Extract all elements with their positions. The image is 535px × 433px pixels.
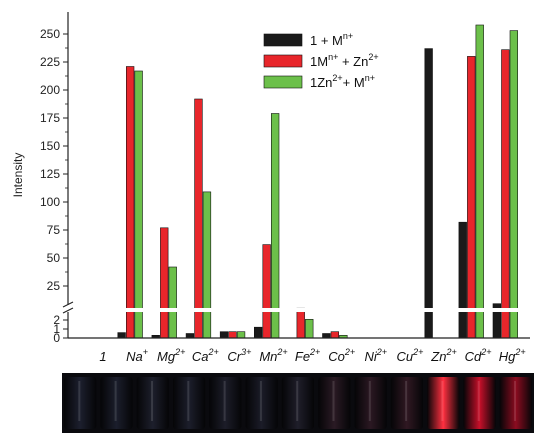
vial-Co (318, 377, 351, 429)
y-tick-label: 125 (40, 167, 60, 181)
bar-1M-Na (126, 66, 135, 339)
x-tick-label: Mn2+ (259, 347, 287, 364)
bar-1M-Na (117, 332, 126, 339)
bar-1M-Cr (219, 331, 229, 339)
y-tick-label: 100 (40, 195, 60, 209)
bar-1M-Cd (467, 56, 476, 339)
bar-1M-Ca (185, 333, 195, 339)
bar-1M-Cr (228, 331, 237, 339)
vial-Cr (209, 377, 242, 429)
legend-label: 1Zn2++ Mn+ (310, 73, 375, 90)
y-tick-label: 1 (53, 322, 60, 336)
vial-photo-strip (62, 373, 534, 433)
y-tick-label: 150 (40, 139, 60, 153)
vial-highlight (332, 381, 335, 421)
legend: 1 + Mn+ 1Mn+ + Zn2+ 1Zn2++ Mn+ (263, 31, 379, 90)
bar-1M-Mn (262, 244, 271, 339)
vial-Ca (172, 377, 206, 429)
x-tick-label: Fe2+ (295, 347, 320, 364)
legend-label: 1 + Mn+ (310, 31, 353, 48)
x-tick-label: Cd2+ (465, 347, 492, 364)
y-axis-title: Intensity (11, 153, 25, 198)
y-tick-label: 175 (40, 111, 60, 125)
x-tick-label: Ni2+ (365, 347, 388, 364)
legend-swatch (263, 33, 303, 47)
vial-highlight (514, 381, 516, 421)
axis-break-mark (62, 301, 74, 308)
bar-1Zn-Mg (168, 266, 177, 339)
x-tick-label: Co2+ (328, 347, 355, 364)
vial-Mg (136, 377, 169, 429)
legend-label: 1Mn+ + Zn2+ (310, 52, 379, 69)
x-tick-label: Ca2+ (192, 347, 219, 364)
bar-1Zn-Hg (509, 30, 518, 339)
bar-1M-Ca (194, 98, 203, 339)
y-tick-label: 25 (47, 279, 61, 293)
bar-1Zn-Cd (475, 24, 484, 339)
vial-highlight (441, 381, 444, 421)
axis-layer: 25 50 75 100 125 150 175 200 225 250 012 (40, 12, 530, 345)
y-tick-label: 250 (40, 27, 60, 41)
bar-1M-Co (322, 333, 331, 339)
y-tick-label: 0 (53, 331, 60, 345)
vial-highlight (78, 381, 81, 421)
legend-swatch (263, 54, 303, 68)
vial-highlight (477, 381, 480, 421)
bar-1M-Co (330, 331, 339, 339)
vial-Mn (245, 377, 278, 429)
legend-swatch (263, 75, 303, 89)
bar-1M-Mg (160, 227, 169, 339)
x-tick-label: Mg2+ (157, 347, 185, 364)
vial-Na (100, 377, 133, 429)
bars-layer (62, 24, 522, 339)
bar-1Zn-Fe (305, 318, 314, 339)
vial-1 (64, 377, 97, 429)
vial-Ni (354, 377, 387, 429)
bar-1M-Zn (424, 48, 433, 339)
y-tick-label: 75 (47, 223, 61, 237)
y-tick-label: 225 (40, 55, 60, 69)
vial-Fe (281, 377, 315, 429)
vial-Cu (390, 377, 424, 429)
bar-1M-Mn (254, 326, 263, 339)
y-tick-label: 50 (47, 251, 61, 265)
vial-highlight (296, 381, 299, 421)
x-tick-label: Cr3+ (227, 347, 251, 364)
bar-1M-Hg (501, 49, 510, 339)
x-tick-label: Zn2+ (430, 347, 456, 364)
axis-break-band (62, 308, 522, 312)
vial-highlight (187, 381, 190, 421)
vial-highlight (368, 381, 371, 421)
vial-Cd (463, 377, 496, 429)
vial-highlight (259, 381, 262, 421)
x-tick-label: 1 (99, 349, 106, 364)
x-tick-label: Na+ (126, 347, 148, 364)
vial-highlight (151, 381, 153, 421)
bar-1Zn-Na (134, 70, 143, 339)
x-tick-label: Hg2+ (499, 347, 526, 364)
vial-highlight (405, 381, 408, 421)
bar-1Zn-Ca (202, 191, 212, 339)
vial-highlight (223, 381, 226, 421)
axis-break-mark (62, 307, 74, 314)
bar-1Zn-Cr (236, 331, 246, 339)
labels-layer: Intensity 1 Na+ Mg2+ Ca2+ Cr3+ Mn2+ Fe2+ Co2+ Ni2… (11, 153, 526, 364)
y-tick-label: 2 (53, 313, 60, 327)
bar-1M-Cd (458, 221, 467, 339)
vial-Hg (499, 377, 532, 429)
x-tick-label: Cu2+ (396, 347, 423, 364)
vial-Zn (427, 377, 460, 429)
vial-highlight (114, 381, 117, 421)
bar-1Zn-Mn (270, 113, 280, 339)
bar-1M-Fe (296, 307, 305, 339)
y-tick-label: 200 (40, 83, 60, 97)
